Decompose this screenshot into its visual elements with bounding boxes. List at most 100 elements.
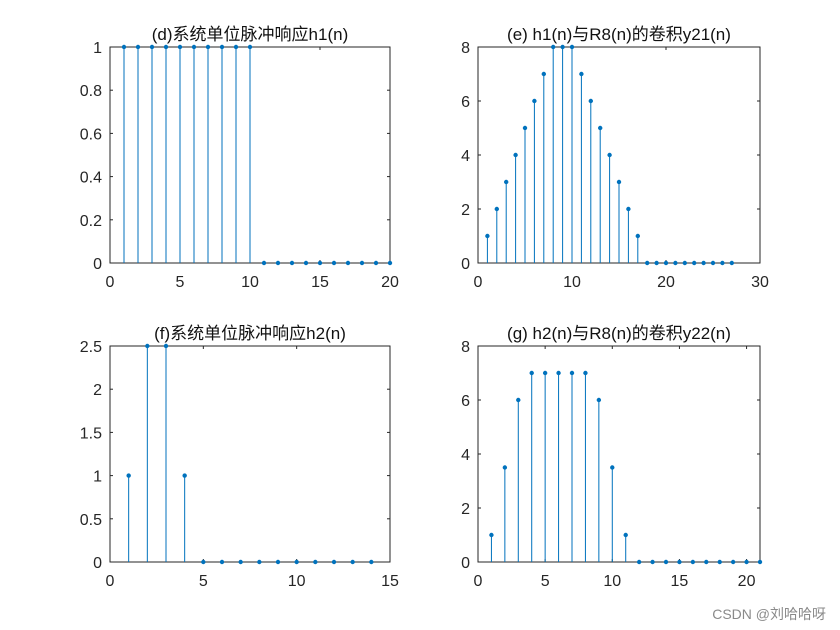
y-tick-label: 1 bbox=[93, 40, 102, 57]
x-tick-label: 10 bbox=[603, 573, 621, 590]
stem-marker bbox=[720, 260, 725, 266]
stem-marker bbox=[247, 44, 253, 50]
stem-marker bbox=[303, 260, 309, 266]
stem-marker bbox=[569, 44, 575, 50]
stem-marker bbox=[485, 233, 490, 239]
stem-marker bbox=[135, 44, 141, 50]
stem-marker bbox=[163, 343, 169, 349]
stem-marker bbox=[701, 260, 706, 266]
y-tick-label: 4 bbox=[461, 447, 470, 464]
stem-marker bbox=[636, 559, 642, 565]
stem-marker bbox=[635, 233, 640, 239]
y-tick-label: 0.6 bbox=[80, 126, 102, 143]
x-tick-label: 5 bbox=[541, 573, 550, 590]
y-tick-label: 2 bbox=[93, 382, 102, 399]
stem-marker bbox=[317, 260, 323, 266]
stem-marker bbox=[529, 370, 534, 376]
stem-marker bbox=[626, 206, 631, 212]
stem-marker bbox=[645, 260, 650, 266]
stem-marker bbox=[650, 559, 655, 565]
y-tick-label: 0.2 bbox=[80, 213, 102, 230]
stem-marker bbox=[350, 559, 355, 565]
stem-marker bbox=[359, 260, 365, 266]
stem-marker bbox=[610, 465, 615, 470]
stem-marker bbox=[663, 260, 669, 266]
y-tick-label: 0 bbox=[93, 256, 102, 273]
stem-marker bbox=[682, 260, 687, 266]
stem-marker bbox=[607, 152, 612, 158]
axes-box bbox=[477, 345, 761, 563]
stem-marker bbox=[489, 532, 494, 538]
stem-marker bbox=[289, 260, 295, 266]
stem-marker bbox=[692, 260, 697, 266]
x-tick-label: 5 bbox=[176, 274, 185, 291]
x-tick-label: 10 bbox=[288, 573, 306, 590]
stem-marker bbox=[191, 44, 197, 50]
stem-marker bbox=[121, 44, 127, 50]
stem-marker bbox=[542, 370, 548, 376]
stem-marker bbox=[744, 559, 749, 565]
stem-marker bbox=[623, 532, 628, 538]
y-tick-label: 4 bbox=[461, 148, 470, 165]
stem-marker bbox=[710, 260, 716, 266]
stem-marker bbox=[257, 559, 262, 565]
y-tick-label: 8 bbox=[461, 40, 470, 57]
y-tick-label: 1.5 bbox=[80, 425, 102, 442]
stem-marker bbox=[294, 559, 299, 565]
stem-marker bbox=[513, 152, 518, 158]
stem-marker bbox=[261, 260, 267, 266]
x-tick-label: 0 bbox=[106, 274, 115, 291]
stem-marker bbox=[556, 370, 561, 376]
chart-title: (d)系统单位脉冲响应h1(n) bbox=[152, 25, 348, 44]
chart-title: (e) h1(n)与R8(n)的卷积y21(n) bbox=[507, 25, 731, 44]
stem-marker bbox=[541, 71, 546, 77]
stem-marker bbox=[149, 44, 155, 50]
chart-panel-0: 0 5 10 15 20 0 0.2 0.4 0.6 0.8 1 (d)系统单位脉冲响应h1(n) bbox=[80, 25, 399, 291]
stem-marker bbox=[757, 559, 763, 565]
stem-marker bbox=[616, 179, 622, 185]
stem-marker bbox=[238, 559, 243, 565]
stem-marker bbox=[516, 397, 521, 403]
watermark: CSDN @刘哈哈呀 bbox=[712, 606, 826, 622]
stem-marker bbox=[588, 98, 593, 104]
stem-marker bbox=[313, 559, 318, 565]
chart-title: (f)系统单位脉冲响应h2(n) bbox=[154, 324, 346, 343]
stem-marker bbox=[673, 260, 678, 266]
stem-marker bbox=[275, 260, 281, 266]
stem-marker bbox=[177, 44, 183, 50]
stem-marker bbox=[502, 465, 508, 470]
y-tick-label: 6 bbox=[461, 94, 470, 111]
stem-marker bbox=[373, 260, 379, 266]
stem-marker bbox=[331, 260, 337, 266]
stem-marker bbox=[233, 44, 239, 50]
stem-marker bbox=[345, 260, 351, 266]
x-tick-label: 0 bbox=[474, 274, 483, 291]
y-tick-label: 2 bbox=[461, 202, 470, 219]
stem-marker bbox=[275, 559, 281, 565]
stem-marker bbox=[331, 559, 337, 565]
stem-marker bbox=[569, 370, 575, 376]
stem-marker bbox=[522, 125, 528, 131]
stem-marker bbox=[596, 397, 602, 403]
stem-marker bbox=[654, 260, 659, 266]
stem-marker bbox=[219, 559, 225, 565]
stem-marker bbox=[579, 71, 584, 77]
chart-panel-2: 0 5 10 15 0 0.5 1 1.5 2 2.5 (f)系统单位脉冲响应h2(n) bbox=[80, 324, 399, 590]
axes-box bbox=[109, 345, 391, 563]
stem-marker bbox=[730, 559, 736, 565]
x-tick-label: 10 bbox=[241, 274, 259, 291]
x-tick-label: 15 bbox=[311, 274, 329, 291]
y-tick-label: 1 bbox=[93, 469, 102, 486]
stem-marker bbox=[717, 559, 722, 565]
x-tick-label: 0 bbox=[474, 573, 483, 590]
x-tick-label: 20 bbox=[381, 274, 399, 291]
x-tick-label: 0 bbox=[106, 573, 115, 590]
x-tick-label: 10 bbox=[563, 274, 581, 291]
stem-marker bbox=[690, 559, 696, 565]
x-tick-label: 20 bbox=[738, 573, 756, 590]
stem-marker bbox=[551, 44, 556, 50]
stem-marker bbox=[677, 559, 682, 565]
y-tick-label: 8 bbox=[461, 339, 470, 356]
stem-marker bbox=[504, 179, 509, 185]
